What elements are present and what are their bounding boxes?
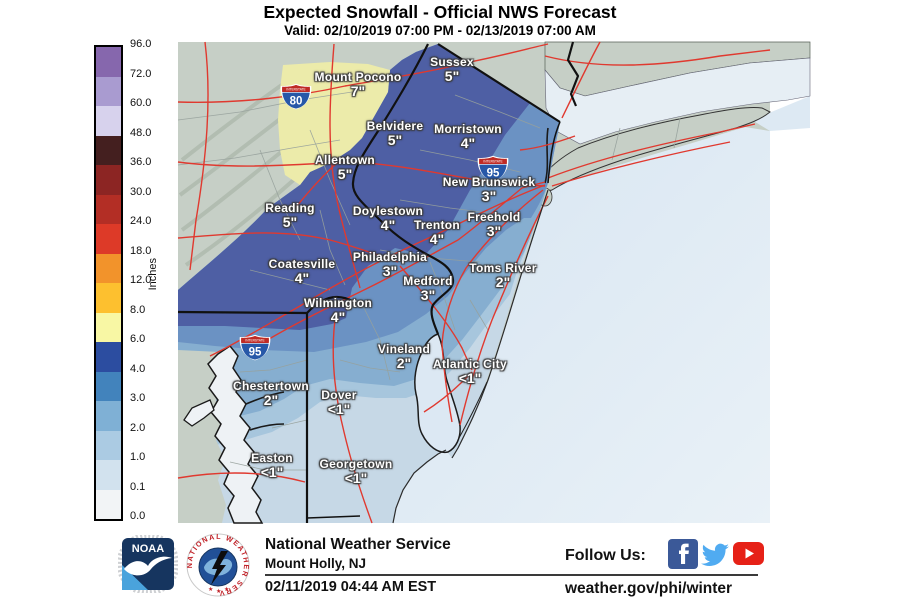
legend-segment bbox=[96, 76, 121, 106]
noaa-logo: NOAA bbox=[116, 532, 180, 598]
legend-tick-label: 72.0 bbox=[130, 67, 152, 80]
issue-time: 02/11/2019 04:44 AM EST bbox=[265, 579, 437, 595]
city-label: Georgetown <1" bbox=[319, 457, 393, 487]
agency-name: National Weather Service bbox=[265, 536, 451, 553]
svg-text:INTERSTATE: INTERSTATE bbox=[245, 338, 264, 342]
legend-segment bbox=[96, 371, 121, 401]
city-label: Vineland 2" bbox=[377, 342, 431, 372]
city-label: Morristown 4" bbox=[434, 122, 502, 152]
delmarva-coastline bbox=[392, 449, 447, 524]
legend-segment bbox=[96, 283, 121, 313]
svg-text:95: 95 bbox=[249, 347, 262, 359]
valid-period: Valid: 02/10/2019 07:00 PM - 02/13/2019 … bbox=[284, 23, 596, 38]
county-lines bbox=[177, 91, 681, 471]
svg-text:INTERSTATE: INTERSTATE bbox=[286, 87, 305, 91]
noaa-text: NOAA bbox=[132, 543, 164, 555]
city-label: Coatesville 4" bbox=[268, 257, 336, 287]
rivers bbox=[245, 127, 549, 431]
interstate-95-shield: INTERSTATE 95 bbox=[238, 334, 272, 361]
legend-segment bbox=[96, 430, 121, 460]
website-url[interactable]: weather.gov/phi/winter bbox=[565, 580, 733, 597]
legend-bar bbox=[94, 45, 123, 521]
svg-text:INTERSTATE: INTERSTATE bbox=[483, 159, 502, 163]
interstate-95-shield: INTERSTATE 95 bbox=[476, 155, 510, 182]
svg-text:★: ★ bbox=[208, 586, 213, 593]
legend-segment bbox=[96, 460, 121, 490]
legend-unit-label: Inches bbox=[147, 258, 159, 291]
legend-tick-label: 4.0 bbox=[130, 362, 146, 375]
youtube-icon[interactable] bbox=[733, 542, 764, 570]
city-label: Atlantic City <1" bbox=[433, 357, 507, 387]
office-name: Mount Holly, NJ bbox=[265, 556, 366, 571]
legend-tick-label: 0.1 bbox=[130, 480, 146, 493]
interstate-80-shield: INTERSTATE 80 bbox=[279, 83, 313, 110]
legend-segment bbox=[96, 47, 121, 77]
montauk-water bbox=[752, 96, 810, 131]
legend-tick-label: 60.0 bbox=[130, 97, 152, 109]
chesapeake-west-arm bbox=[183, 399, 215, 427]
legend-segment bbox=[96, 135, 121, 165]
legend-segment bbox=[96, 401, 121, 431]
city-label: Toms River 2" bbox=[469, 261, 537, 291]
twitter-icon[interactable] bbox=[700, 539, 730, 574]
city-label: Freehold 3" bbox=[467, 210, 521, 240]
legend-tick-label: 6.0 bbox=[130, 333, 146, 345]
city-label: Dover <1" bbox=[321, 388, 357, 418]
chesapeake-bay bbox=[207, 344, 264, 524]
legend-segment bbox=[96, 165, 121, 195]
city-label: New Brunswick 3" bbox=[442, 175, 536, 205]
city-label: Reading 5" bbox=[265, 201, 315, 231]
legend-segment bbox=[96, 224, 121, 254]
legend-segment bbox=[96, 106, 121, 136]
facebook-icon[interactable] bbox=[668, 539, 698, 574]
city-label: Medford 3" bbox=[403, 274, 453, 304]
long-island-sound bbox=[544, 57, 811, 145]
follow-us-label: Follow Us: bbox=[565, 547, 646, 564]
nws-logo: NATIONAL WEATHER SERVICE ★★★ bbox=[183, 526, 250, 600]
legend-tick-label: 18.0 bbox=[130, 244, 152, 257]
legend-tick-label: 30.0 bbox=[130, 185, 152, 198]
state-borders bbox=[177, 41, 580, 523]
nj-coastline bbox=[451, 189, 549, 459]
footer-divider bbox=[265, 574, 758, 576]
legend-tick-label: 2.0 bbox=[130, 421, 146, 434]
city-label: Easton <1" bbox=[251, 451, 293, 481]
legend-tick-label: 8.0 bbox=[130, 303, 146, 316]
legend-tick-label: 1.0 bbox=[130, 451, 146, 463]
barrier-islands bbox=[458, 381, 488, 439]
city-label: Philadelphia 3" bbox=[352, 250, 428, 280]
legend-tick-label: 3.0 bbox=[130, 392, 146, 404]
city-label: Belvidere 5" bbox=[366, 119, 424, 149]
svg-text:80: 80 bbox=[290, 96, 303, 108]
page-title: Expected Snowfall - Official NWS Forecas… bbox=[263, 2, 617, 22]
highways bbox=[177, 41, 771, 524]
legend-segment bbox=[96, 489, 121, 519]
legend-segment bbox=[96, 194, 121, 224]
legend-tick-label: 36.0 bbox=[130, 156, 152, 168]
legend-segment bbox=[96, 342, 121, 372]
city-label: Doylestown 4" bbox=[352, 204, 424, 234]
city-label: Chestertown 2" bbox=[233, 379, 309, 409]
city-label: Trenton 4" bbox=[413, 218, 461, 248]
svg-text:★: ★ bbox=[216, 588, 221, 595]
city-label: Wilmington 4" bbox=[303, 296, 373, 326]
delaware-bay bbox=[414, 333, 461, 454]
snow-zones bbox=[178, 44, 560, 523]
city-label: Sussex 5" bbox=[430, 55, 474, 85]
svg-text:★: ★ bbox=[224, 586, 229, 593]
city-label: Allentown 5" bbox=[314, 153, 376, 183]
city-label: Mount Pocono 7" bbox=[314, 70, 402, 100]
svg-text:95: 95 bbox=[487, 168, 500, 180]
legend-segment bbox=[96, 253, 121, 283]
legend-tick-label: 48.0 bbox=[130, 126, 152, 139]
legend-tick-label: 96.0 bbox=[130, 38, 152, 50]
legend-tick-label: 24.0 bbox=[130, 215, 152, 227]
legend-segment bbox=[96, 312, 121, 342]
atlantic-ocean bbox=[393, 127, 770, 523]
legend-tick-label: 0.0 bbox=[130, 510, 146, 522]
legend-tick-label: 12.0 bbox=[130, 274, 152, 286]
